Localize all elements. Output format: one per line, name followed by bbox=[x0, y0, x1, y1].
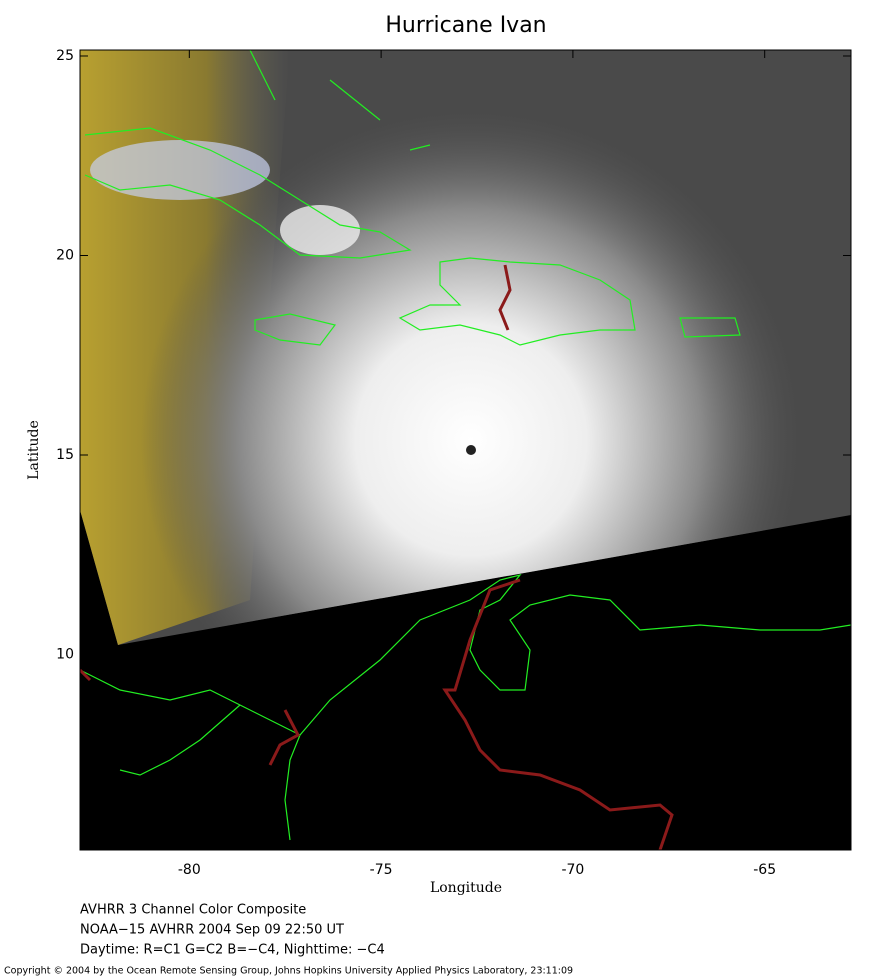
y-tick-label: 25 bbox=[56, 48, 74, 64]
caption-line: Daytime: R=C1 G=C2 B=−C4, Nighttime: −C4 bbox=[80, 943, 385, 958]
y-axis-label: Latitude bbox=[26, 420, 42, 480]
x-tick-label: -75 bbox=[370, 862, 393, 878]
map-title: Hurricane Ivan bbox=[385, 13, 546, 38]
x-axis-label: Longitude bbox=[430, 880, 502, 896]
y-tick-label: 15 bbox=[56, 447, 74, 463]
imagery bbox=[80, 50, 851, 850]
x-tick-label: -80 bbox=[178, 862, 201, 878]
x-tick-label: -70 bbox=[561, 862, 584, 878]
x-tick-label: -65 bbox=[753, 862, 776, 878]
frame bbox=[79, 49, 852, 851]
caption-line: NOAA−15 AVHRR 2004 Sep 09 22:50 UT bbox=[80, 923, 344, 938]
y-tick-label: 10 bbox=[56, 646, 74, 662]
y-tick-label: 20 bbox=[56, 247, 74, 263]
copyright: Copyright © 2004 by the Ocean Remote Sen… bbox=[4, 966, 573, 977]
caption-line: AVHRR 3 Channel Color Composite bbox=[80, 903, 306, 918]
